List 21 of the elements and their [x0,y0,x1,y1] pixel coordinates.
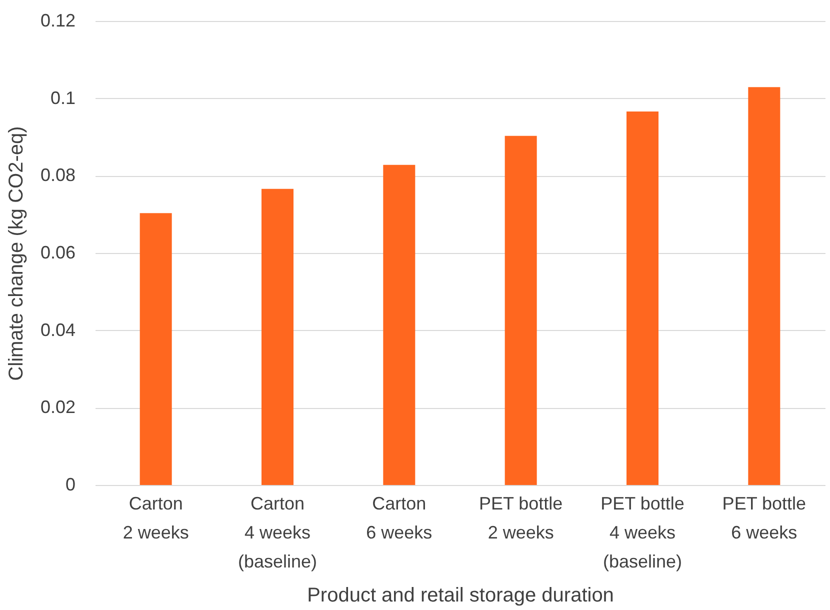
y-axis-title: Climate change (kg CO2-eq) [5,126,28,381]
bar [140,213,172,485]
x-tick-label: Carton 6 weeks [366,494,432,542]
bar [383,164,416,485]
bar [262,188,294,485]
bar [748,87,780,485]
y-tick-label: 0.12 [40,10,76,30]
y-tick-label: 0.08 [40,165,76,186]
x-tick-label: Carton 2 weeks [122,494,189,542]
bar [626,111,658,485]
x-axis-title: Product and retail storage duration [307,584,614,606]
x-tick-label: PET bottle 6 weeks [722,494,806,542]
y-tick-label: 0.02 [40,397,76,418]
x-tick-label: Carton 4 weeks (baseline) [238,494,318,572]
y-tick-label: 0.04 [40,320,76,340]
bar [504,136,537,485]
y-tick-label: 0 [65,474,76,494]
y-tick-label: 0.1 [50,88,76,108]
x-tick-label: PET bottle 2 weeks [478,494,563,542]
x-tick-label: PET bottle 4 weeks (baseline) [600,494,684,572]
y-tick-label: 0.06 [40,242,76,262]
